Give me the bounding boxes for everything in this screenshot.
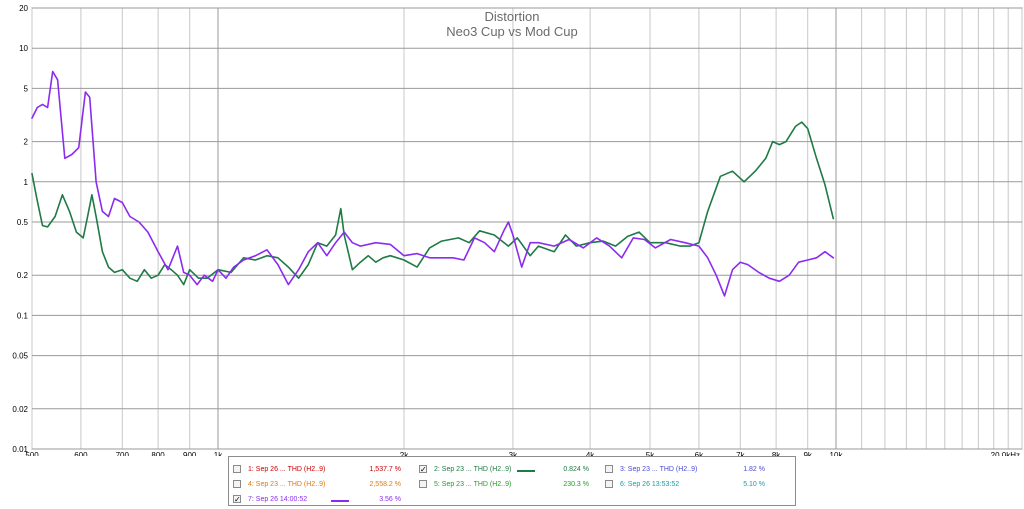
legend-swatch bbox=[331, 500, 349, 502]
y-tick-label: 2 bbox=[24, 138, 29, 147]
x-tick-label: 8k bbox=[772, 451, 781, 456]
chart-title: Distortion bbox=[485, 9, 540, 24]
y-tick-label: 0.05 bbox=[12, 352, 28, 361]
x-tick-label: 4k bbox=[586, 451, 595, 456]
legend-checkbox[interactable] bbox=[605, 465, 613, 473]
x-tick-label: 6k bbox=[695, 451, 704, 456]
legend-item-3[interactable]: 3: Sep 23 ... THD (H2..9) 1.82 % bbox=[605, 463, 785, 477]
legend-label: 2: Sep 23 ... THD (H2..9) bbox=[434, 466, 512, 473]
y-tick-label: 0.1 bbox=[17, 311, 29, 320]
legend-label: 4: Sep 23 ... THD (H2..9) bbox=[248, 481, 326, 488]
legend-value: 2,558.2 % bbox=[369, 481, 401, 488]
x-tick-label: 10k bbox=[830, 451, 844, 456]
legend-value: 0.824 % bbox=[563, 466, 589, 473]
legend-label: 1: Sep 26 ... THD (H2..9) bbox=[248, 466, 326, 473]
legend-panel: 1: Sep 26 ... THD (H2..9) 1,537.7 % ✓ 2:… bbox=[228, 456, 796, 506]
x-tick-label: 1k bbox=[214, 451, 223, 456]
y-tick-label: 20 bbox=[19, 4, 28, 13]
x-tick-label: 900 bbox=[183, 451, 197, 456]
legend-label: 7: Sep 26 14:00:52 bbox=[248, 496, 308, 503]
legend-swatch bbox=[517, 470, 535, 472]
series-line-1 bbox=[31, 121, 835, 286]
legend-value: 5.10 % bbox=[743, 481, 765, 488]
legend-value: 3.56 % bbox=[379, 496, 401, 503]
legend-item-2[interactable]: ✓ 2: Sep 23 ... THD (H2..9) 0.824 % bbox=[419, 463, 599, 477]
y-tick-label: 1 bbox=[24, 178, 29, 187]
legend-checkbox[interactable] bbox=[419, 480, 427, 488]
legend-checkbox[interactable]: ✓ bbox=[233, 495, 241, 504]
legend-checkbox[interactable] bbox=[233, 465, 241, 473]
legend-label: 3: Sep 23 ... THD (H2..9) bbox=[620, 466, 698, 473]
x-tick-label: 20.0kHz bbox=[991, 451, 1020, 456]
legend-item-6[interactable]: 6: Sep 26 13:53:52 5.10 % bbox=[605, 478, 785, 492]
x-tick-label: 600 bbox=[74, 451, 88, 456]
legend-value: 230.3 % bbox=[563, 481, 589, 488]
y-tick-label: 0.5 bbox=[17, 218, 29, 227]
x-tick-label: 500 bbox=[25, 451, 39, 456]
y-tick-label: 0.01 bbox=[12, 445, 28, 454]
x-tick-label: 5k bbox=[646, 451, 655, 456]
y-tick-label: 5 bbox=[24, 84, 29, 93]
x-tick-label: 9k bbox=[803, 451, 812, 456]
legend-checkbox[interactable] bbox=[605, 480, 613, 488]
y-tick-label: 0.02 bbox=[12, 405, 28, 414]
x-tick-label: 2k bbox=[400, 451, 409, 456]
x-tick-label: 800 bbox=[151, 451, 165, 456]
y-tick-label: 0.2 bbox=[17, 271, 29, 280]
x-tick-label: 700 bbox=[116, 451, 130, 456]
legend-checkbox[interactable]: ✓ bbox=[419, 465, 427, 474]
x-tick-label: 7k bbox=[736, 451, 745, 456]
legend-label: 6: Sep 26 13:53:52 bbox=[620, 481, 680, 488]
y-tick-label: 10 bbox=[19, 44, 28, 53]
grid bbox=[31, 7, 1023, 450]
legend-item-5[interactable]: 5: Sep 23 ... THD (H2..9) 230.3 % bbox=[419, 478, 599, 492]
x-tick-label: 3k bbox=[509, 451, 518, 456]
series-line-2 bbox=[31, 70, 835, 297]
legend-item-4[interactable]: 4: Sep 23 ... THD (H2..9) 2,558.2 % bbox=[233, 478, 413, 492]
plot-area bbox=[31, 7, 1023, 450]
legend-value: 1.82 % bbox=[743, 466, 765, 473]
legend-checkbox[interactable] bbox=[233, 480, 241, 488]
chart-subtitle: Neo3 Cup vs Mod Cup bbox=[446, 24, 578, 39]
legend-item-7[interactable]: ✓ 7: Sep 26 14:00:52 3.56 % bbox=[233, 493, 413, 507]
legend-item-1[interactable]: 1: Sep 26 ... THD (H2..9) 1,537.7 % bbox=[233, 463, 413, 477]
legend-label: 5: Sep 23 ... THD (H2..9) bbox=[434, 481, 512, 488]
legend-value: 1,537.7 % bbox=[369, 466, 401, 473]
series-layer bbox=[31, 70, 835, 297]
